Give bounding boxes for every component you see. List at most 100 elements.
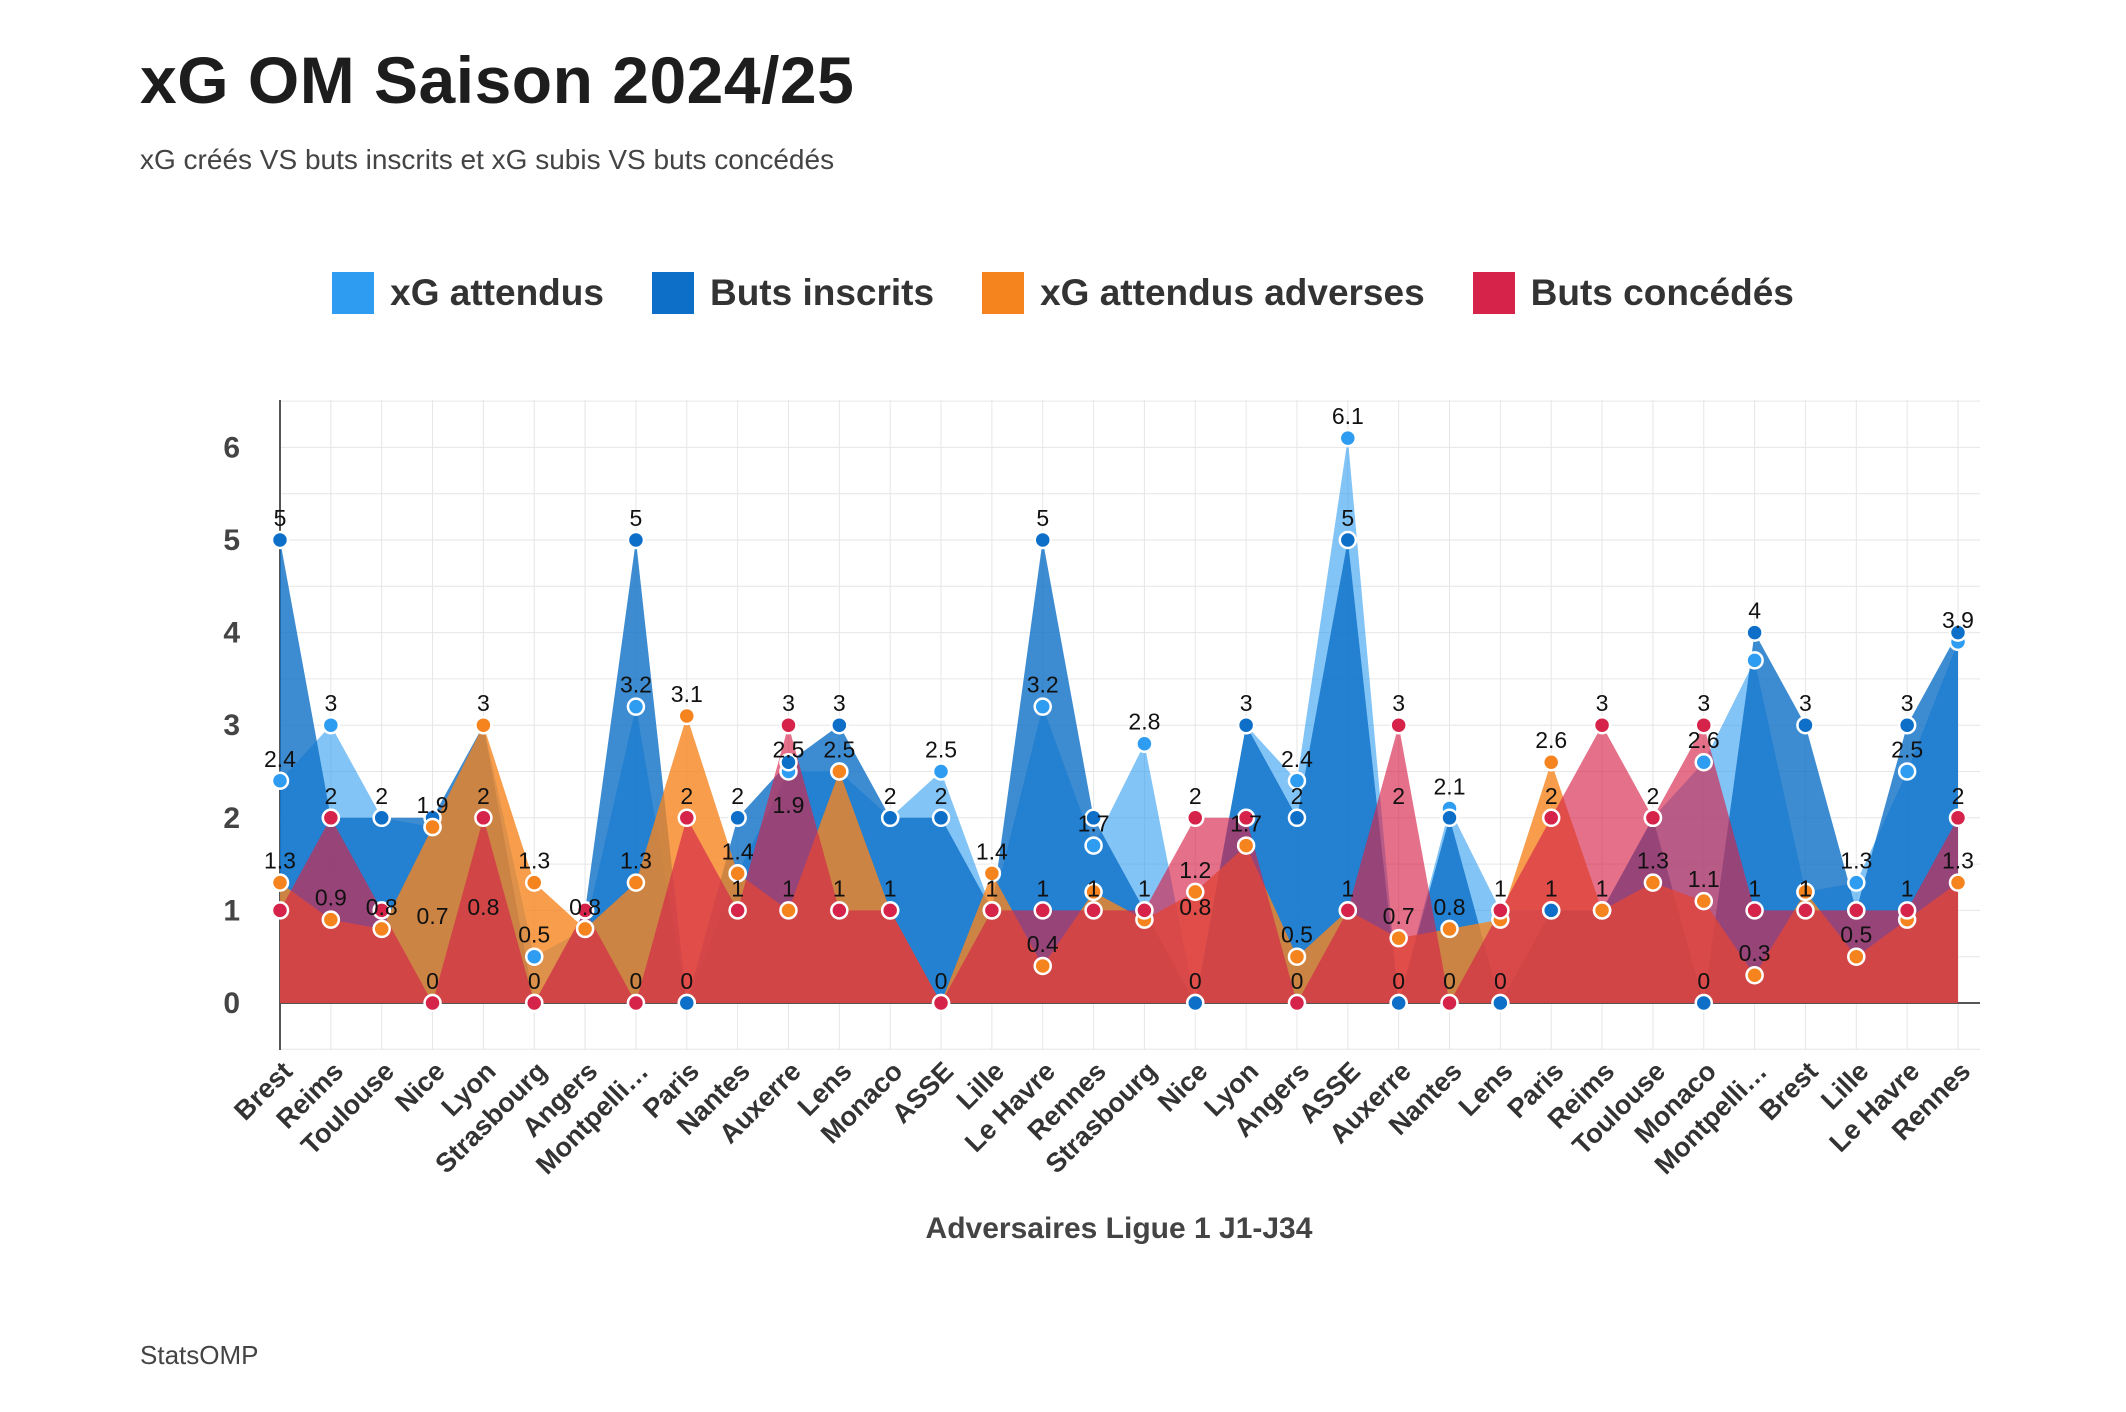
point-conceded — [1440, 993, 1459, 1013]
data-label: 0.5 — [1281, 922, 1313, 948]
data-label: 1 — [1341, 875, 1354, 901]
point-xga — [677, 706, 697, 726]
data-label: 0.8 — [569, 894, 601, 920]
point-goals — [1491, 993, 1510, 1013]
point-conceded — [880, 901, 900, 920]
point-conceded — [779, 715, 798, 735]
point-conceded — [524, 993, 544, 1013]
point-conceded — [1186, 808, 1205, 828]
point-conceded — [1135, 901, 1154, 920]
point-goals — [830, 715, 849, 735]
data-label: 2 — [884, 783, 897, 809]
data-label: 1 — [1901, 875, 1914, 901]
x-tick-label: Brest — [1754, 1056, 1824, 1126]
data-label: 1.2 — [1179, 857, 1211, 883]
data-label: 3 — [1799, 690, 1812, 716]
data-label: 1 — [1596, 875, 1609, 901]
data-label: 2.5 — [823, 737, 855, 763]
point-xg — [931, 762, 951, 781]
data-label: 3 — [782, 690, 795, 716]
data-label: 2 — [935, 783, 948, 809]
data-label: 1 — [1138, 875, 1151, 901]
legend-item-goals[interactable]: Buts inscrits — [651, 272, 935, 314]
data-label: 3.2 — [620, 672, 652, 698]
point-conceded — [830, 901, 849, 920]
y-tick-label: 5 — [223, 524, 240, 557]
point-conceded — [1084, 901, 1103, 920]
point-goals — [728, 808, 747, 828]
point-conceded — [1541, 808, 1561, 828]
data-label: 2 — [324, 783, 337, 809]
data-label: 0.8 — [366, 894, 398, 920]
data-label: 0 — [1494, 968, 1507, 994]
legend-item-xga[interactable]: xG attendus adverses — [982, 272, 1425, 314]
data-label: 0.8 — [1179, 894, 1211, 920]
data-label: 1.3 — [620, 848, 652, 874]
data-label: 2 — [680, 783, 693, 809]
data-label: 3 — [1901, 690, 1914, 716]
point-conceded — [1694, 715, 1714, 735]
data-label: 3 — [1240, 690, 1253, 716]
data-label: 0.7 — [1383, 903, 1415, 929]
data-label: 2.1 — [1434, 774, 1466, 800]
point-goals — [1897, 715, 1917, 735]
point-xga — [1287, 947, 1307, 966]
data-label: 0.5 — [518, 922, 550, 948]
point-conceded — [1847, 901, 1866, 920]
point-xg — [524, 947, 544, 966]
point-goals — [1033, 530, 1052, 550]
point-conceded — [1033, 901, 1052, 920]
data-label: 1.4 — [976, 838, 1008, 864]
point-conceded — [1745, 901, 1764, 920]
data-label: 1 — [731, 875, 744, 901]
data-label: 5 — [1341, 505, 1354, 531]
point-goals — [1440, 808, 1459, 828]
point-goals — [1186, 993, 1205, 1013]
data-label: 3.2 — [1027, 672, 1059, 698]
data-label: 3.1 — [671, 681, 703, 707]
chart-subtitle: xG créés VS buts inscrits et xG subis VS… — [140, 144, 835, 175]
data-label: 2.5 — [925, 737, 957, 763]
y-tick-label: 0 — [223, 987, 240, 1020]
data-label: 2.6 — [1688, 727, 1720, 753]
data-label: 2.6 — [1535, 727, 1567, 753]
data-label: 5 — [630, 505, 643, 531]
data-label: 1.3 — [1840, 848, 1872, 874]
area-conceded — [280, 725, 1958, 1003]
legend-item-conceded[interactable]: Buts concédés — [1472, 272, 1794, 314]
point-xga — [1440, 919, 1459, 939]
data-label: 0 — [680, 968, 693, 994]
x-tick-label: Lens — [1453, 1056, 1519, 1122]
point-conceded — [1643, 808, 1663, 828]
point-conceded — [372, 901, 391, 920]
data-label: 1 — [1799, 875, 1812, 901]
data-label: 3 — [833, 690, 846, 716]
point-xga — [1948, 873, 1968, 892]
data-label: 6.1 — [1332, 403, 1364, 429]
data-label: 0 — [630, 968, 643, 994]
data-label: 1.9 — [772, 792, 804, 818]
legend-label-goals: Buts inscrits — [709, 272, 935, 313]
data-label: 1.3 — [518, 848, 550, 874]
y-tick-label: 1 — [223, 894, 240, 927]
data-label: 1.3 — [1942, 848, 1974, 874]
data-label: 2.5 — [772, 737, 804, 763]
data-label: 3 — [324, 690, 337, 716]
point-conceded — [1236, 808, 1256, 828]
y-tick-label: 6 — [223, 431, 240, 464]
point-goals — [1338, 530, 1358, 550]
data-label: 1.7 — [1078, 811, 1110, 837]
data-label: 2 — [731, 783, 744, 809]
point-xga — [1084, 882, 1103, 902]
y-tick-label: 4 — [223, 617, 240, 650]
point-goals — [931, 808, 951, 828]
point-conceded — [677, 808, 697, 828]
point-goals — [1694, 993, 1714, 1013]
point-xga — [1745, 965, 1764, 985]
point-goals — [1796, 715, 1815, 735]
point-xga — [1847, 947, 1866, 966]
data-label: 3 — [1697, 690, 1710, 716]
data-label: 2 — [1392, 783, 1405, 809]
legend-item-xg[interactable]: xG attendus — [332, 272, 604, 314]
